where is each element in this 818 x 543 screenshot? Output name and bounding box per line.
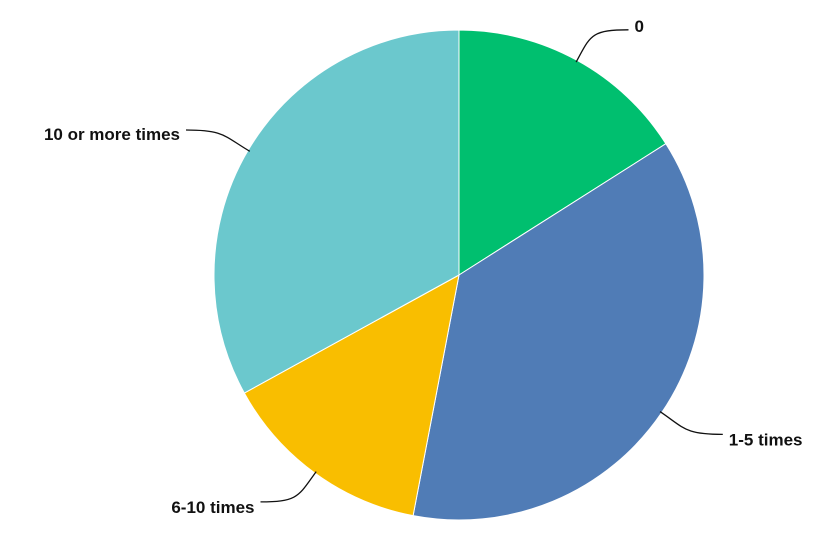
- pie-slices: [213, 29, 705, 521]
- leader-line-10-or-more-times: [185, 129, 251, 152]
- slice-label-6-10-times: 6-10 times: [171, 498, 254, 517]
- pie-leader-lines: [185, 29, 723, 503]
- slice-label-10-or-more-times: 10 or more times: [44, 125, 180, 144]
- pie-labels: 0 1-5 times 6-10 times 10 or more times: [44, 17, 803, 517]
- slice-label-0: 0: [635, 17, 644, 36]
- leader-line-6-10-times: [260, 471, 317, 503]
- leader-line-0: [575, 29, 629, 63]
- leader-line-1-5-times: [659, 411, 723, 436]
- slice-label-1-5-times: 1-5 times: [729, 430, 803, 449]
